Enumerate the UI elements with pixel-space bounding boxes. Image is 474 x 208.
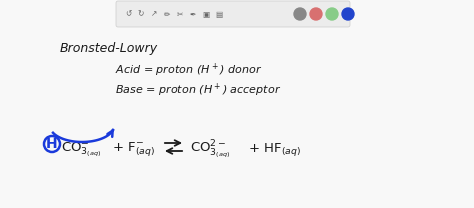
Text: ↗: ↗: [151, 10, 157, 19]
Text: ↺: ↺: [125, 10, 131, 19]
Circle shape: [294, 8, 306, 20]
Text: ✂: ✂: [177, 10, 183, 19]
Text: ↻: ↻: [138, 10, 144, 19]
Text: ▤: ▤: [215, 10, 223, 19]
Text: H: H: [46, 137, 58, 151]
Text: $+\ \mathrm{F}_{(aq)}^{-}$: $+\ \mathrm{F}_{(aq)}^{-}$: [112, 141, 155, 159]
Text: $\mathrm{CO}_{3_{(aq)}}^{2-}$: $\mathrm{CO}_{3_{(aq)}}^{2-}$: [190, 139, 230, 161]
Text: ✏: ✏: [164, 10, 170, 19]
Text: $+\ \mathrm{HF}_{(aq)}$: $+\ \mathrm{HF}_{(aq)}$: [248, 141, 301, 158]
Text: $\mathrm{CO}_{3_{(aq)}}^{-}$: $\mathrm{CO}_{3_{(aq)}}^{-}$: [61, 141, 101, 159]
Text: Acid = proton ($\mathit{H}^+$) donor: Acid = proton ($\mathit{H}^+$) donor: [115, 62, 262, 79]
FancyBboxPatch shape: [116, 1, 350, 27]
Circle shape: [310, 8, 322, 20]
Circle shape: [326, 8, 338, 20]
Text: ✒: ✒: [190, 10, 196, 19]
Circle shape: [342, 8, 354, 20]
Text: Base = proton ($\mathit{H}^+$) acceptor: Base = proton ($\mathit{H}^+$) acceptor: [115, 82, 281, 99]
Text: Bronsted-Lowry: Bronsted-Lowry: [60, 42, 158, 55]
Text: ▣: ▣: [202, 10, 210, 19]
